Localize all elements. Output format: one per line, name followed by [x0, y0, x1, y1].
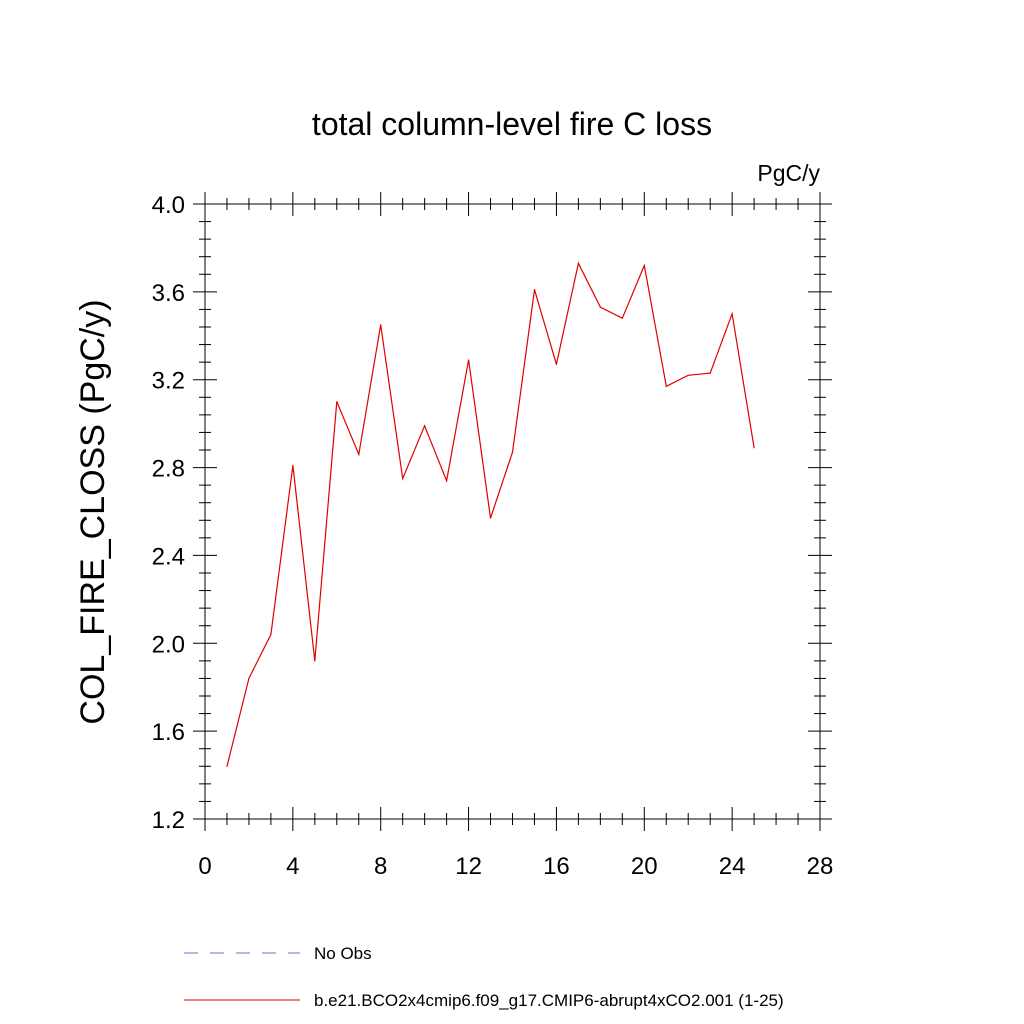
- series-line-1: [226, 261, 755, 767]
- data-point: [489, 517, 492, 519]
- data-point: [665, 385, 667, 387]
- data-point: [555, 363, 558, 365]
- legend-label: No Obs: [314, 944, 372, 963]
- data-point: [467, 359, 470, 361]
- legend: No Obs b.e21.BCO2x4cmip6.f09_g17.CMIP6-ab…: [184, 944, 784, 1010]
- y-tick-label: 2.8: [152, 456, 185, 483]
- plot-frame: [204, 203, 821, 820]
- data-point: [599, 306, 601, 308]
- data-point: [292, 464, 294, 466]
- data-point: [270, 633, 272, 636]
- x-tick-label: 12: [455, 853, 482, 880]
- y-tick-label: 1.6: [152, 719, 185, 746]
- axis-ticks: 1.2 1.6 2.0 2.4 2.8 3.2 3.6 4.0 0 4 8 12 16 20 24 28: [152, 192, 834, 880]
- x-tick-label: 16: [543, 853, 570, 880]
- x-tick-label: 20: [631, 853, 658, 880]
- y-tick-label: 4.0: [152, 192, 185, 219]
- data-point: [577, 262, 579, 264]
- legend-label: b.e21.BCO2x4cmip6.f09_g17.CMIP6-abrupt4x…: [314, 991, 784, 1010]
- units-label: PgC/y: [757, 160, 820, 186]
- data-point: [753, 447, 755, 449]
- data-point: [643, 264, 645, 267]
- data-point: [709, 372, 711, 374]
- x-tick-label: 4: [286, 853, 299, 880]
- data-point: [731, 313, 733, 315]
- data-point: [621, 317, 623, 319]
- y-tick-label: 3.2: [152, 368, 185, 395]
- series-layer: [226, 261, 755, 767]
- x-tick-label: 24: [719, 853, 746, 880]
- chart-title: total column-level fire C loss: [312, 106, 712, 142]
- data-point: [336, 401, 338, 403]
- x-tick-label: 0: [198, 853, 211, 880]
- x-tick-label: 28: [807, 853, 834, 880]
- data-point: [511, 451, 514, 453]
- data-point: [314, 660, 316, 662]
- y-tick-label: 3.6: [152, 280, 185, 307]
- data-point: [687, 374, 689, 376]
- data-point: [380, 324, 382, 326]
- data-point: [226, 765, 228, 767]
- data-point: [533, 289, 536, 291]
- data-point: [402, 477, 404, 480]
- x-tick-label: 8: [374, 853, 387, 880]
- data-point: [248, 677, 250, 680]
- y-tick-label: 1.2: [152, 807, 185, 834]
- data-point: [424, 425, 426, 427]
- y-tick-label: 2.0: [152, 631, 185, 658]
- data-point: [358, 453, 360, 455]
- y-axis-label: COL_FIRE_CLOSS (PgC/y): [74, 299, 112, 724]
- data-point: [446, 480, 448, 482]
- y-tick-label: 2.4: [152, 543, 185, 570]
